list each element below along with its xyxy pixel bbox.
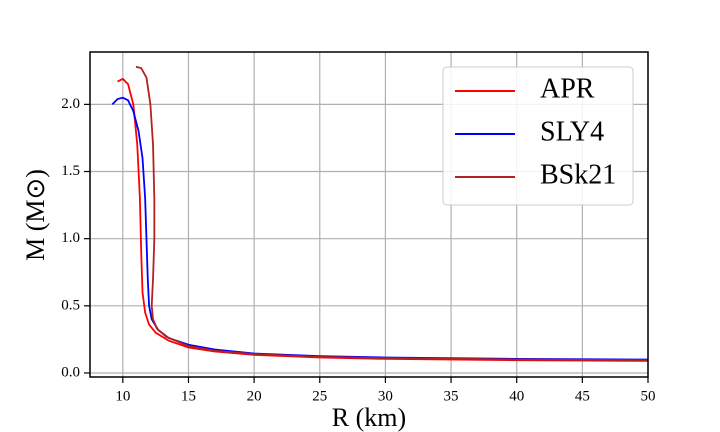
x-tick-label: 50: [641, 388, 656, 404]
x-tick-label: 45: [575, 388, 590, 404]
x-tick-label: 20: [247, 388, 262, 404]
plot-area: [111, 65, 648, 362]
x-tick-label: 10: [115, 388, 130, 404]
y-tick-label: 0.5: [61, 297, 80, 313]
x-tick-label: 40: [509, 388, 524, 404]
x-tick-label: 15: [181, 388, 196, 404]
y-tick-label: 1.5: [61, 163, 80, 179]
x-tick-label: 30: [378, 388, 393, 404]
legend-label: BSk21: [540, 159, 616, 190]
y-axis-label: M (M⊙): [21, 169, 50, 261]
x-tick-label: 35: [444, 388, 459, 404]
y-tick-label: 2.0: [61, 96, 80, 112]
legend-box: [442, 66, 634, 206]
plot-frame: [89, 51, 649, 378]
x-tick-label: 25: [312, 388, 327, 404]
y-tick-label: 1.0: [61, 230, 80, 246]
legend-label: SLY4: [540, 116, 604, 147]
x-axis-label: R (km): [332, 403, 406, 432]
legend-label: APR: [540, 73, 595, 104]
y-tick-label: 0.0: [61, 364, 80, 380]
line-series: [135, 65, 648, 362]
